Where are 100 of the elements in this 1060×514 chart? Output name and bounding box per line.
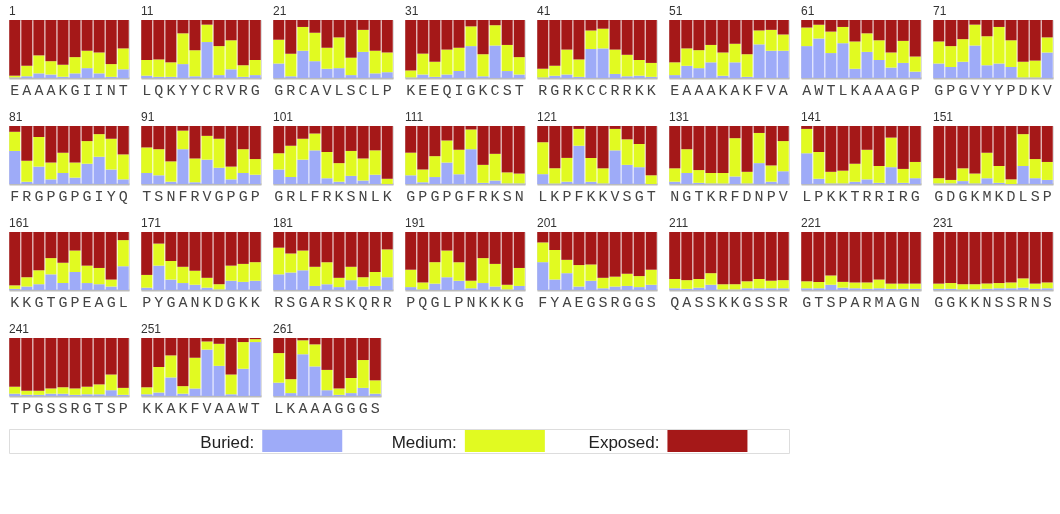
x-tick-label: G [742, 294, 752, 312]
x-tick-label: A [694, 82, 704, 100]
x-tick-label: N [754, 188, 764, 206]
x-tick-label: P [250, 188, 260, 206]
x-tick-label: C [598, 82, 608, 100]
x-tick-label: L [538, 188, 548, 206]
x-tick-label: K [478, 294, 488, 312]
x-tick-label: G [466, 82, 476, 100]
x-tick-label: E [418, 82, 428, 100]
x-tick-label: G [274, 82, 284, 100]
chart-title: 51 [669, 4, 683, 18]
x-tick-label: S [346, 82, 356, 100]
x-tick-label: V [970, 82, 980, 100]
bar [645, 175, 657, 184]
x-tick-label: L [370, 82, 380, 100]
x-tick-label: K [850, 82, 860, 100]
x-tick-label: Q [670, 294, 680, 312]
x-tick-label: G [166, 294, 176, 312]
bar [9, 131, 21, 151]
x-tick-label: R [214, 82, 224, 100]
x-tick-label: K [718, 294, 728, 312]
x-tick-label: S [706, 294, 716, 312]
x-tick-label: K [382, 188, 392, 206]
x-tick-label: S [334, 294, 344, 312]
x-tick-label: G [454, 188, 464, 206]
x-tick-label: T [118, 82, 128, 100]
x-tick-label: K [478, 82, 488, 100]
legend-label: Medium: [391, 433, 457, 452]
x-tick-label: G [934, 82, 944, 100]
x-tick-label: V [322, 82, 332, 100]
x-tick-label: A [34, 82, 44, 100]
x-tick-label: R [622, 82, 632, 100]
x-tick-label: N [358, 188, 368, 206]
x-tick-label: K [250, 294, 260, 312]
chart-title: 171 [141, 216, 162, 230]
x-tick-label: K [154, 400, 164, 418]
x-tick-label: A [94, 294, 104, 312]
x-tick-label: R [610, 294, 620, 312]
x-tick-label: W [814, 82, 824, 100]
x-tick-label: N [910, 294, 920, 312]
x-tick-label: A [166, 400, 176, 418]
x-tick-label: N [514, 188, 524, 206]
x-tick-label: S [694, 294, 704, 312]
x-tick-label: G [298, 294, 308, 312]
x-tick-label: G [214, 188, 224, 206]
x-tick-label: K [838, 188, 848, 206]
x-tick-label: S [1042, 294, 1052, 312]
x-tick-label: I [886, 188, 896, 206]
x-tick-label: N [982, 294, 992, 312]
x-tick-label: K [574, 82, 584, 100]
x-tick-label: P [1042, 188, 1052, 206]
chart-title: 11 [141, 4, 154, 18]
bar [141, 274, 153, 288]
x-tick-label: P [382, 82, 392, 100]
x-tick-label: K [286, 400, 296, 418]
x-tick-label: G [802, 294, 812, 312]
x-tick-label: G [34, 188, 44, 206]
x-tick-label: A [322, 400, 332, 418]
x-tick-label: Y [190, 82, 200, 100]
x-tick-label: F [10, 188, 20, 206]
x-tick-label: P [118, 400, 128, 418]
x-tick-label: V [226, 82, 236, 100]
x-tick-label: G [898, 82, 908, 100]
x-tick-label: A [778, 82, 788, 100]
x-tick-label: V [766, 82, 776, 100]
chart-title: 191 [405, 216, 426, 230]
x-tick-label: K [1030, 82, 1040, 100]
x-tick-label: G [634, 188, 644, 206]
x-tick-label: M [874, 294, 884, 312]
x-tick-label: G [898, 294, 908, 312]
legend-label: Exposed: [588, 433, 660, 452]
x-tick-label: S [154, 188, 164, 206]
x-tick-label: G [958, 188, 968, 206]
x-tick-label: K [970, 188, 980, 206]
x-tick-label: A [706, 82, 716, 100]
x-tick-label: D [1006, 188, 1016, 206]
x-tick-label: A [730, 82, 740, 100]
bar [237, 342, 249, 369]
x-tick-label: P [226, 188, 236, 206]
x-tick-label: R [1018, 294, 1028, 312]
chart-title: 101 [273, 110, 294, 124]
x-tick-label: L [142, 82, 152, 100]
x-tick-label: Y [550, 294, 560, 312]
x-tick-label: A [682, 294, 692, 312]
x-tick-label: K [406, 82, 416, 100]
x-tick-label: K [634, 82, 644, 100]
x-tick-label: N [670, 188, 680, 206]
x-tick-label: A [226, 400, 236, 418]
x-tick-label: K [166, 82, 176, 100]
x-tick-label: K [706, 188, 716, 206]
x-tick-label: K [10, 294, 20, 312]
x-tick-label: W [238, 400, 248, 418]
x-tick-label: D [742, 188, 752, 206]
x-tick-label: I [454, 82, 464, 100]
x-tick-label: P [46, 188, 56, 206]
x-tick-label: T [46, 294, 56, 312]
x-tick-label: A [886, 82, 896, 100]
x-tick-label: N [1030, 294, 1040, 312]
chart-title: 231 [933, 216, 954, 230]
chart-title: 131 [669, 110, 690, 124]
